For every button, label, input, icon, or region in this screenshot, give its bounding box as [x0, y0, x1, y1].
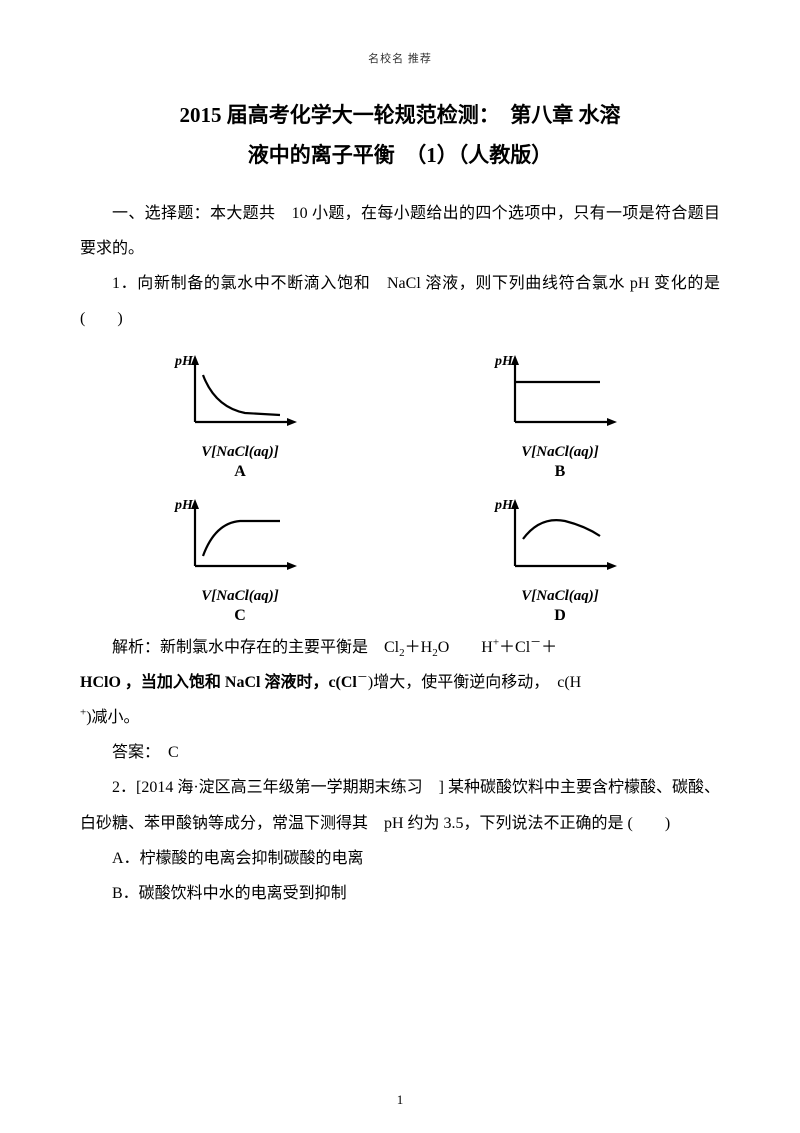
chart-b-label: B: [485, 463, 635, 481]
q1-a-m3: ＋Cl: [499, 639, 530, 656]
chart-a-label: A: [165, 463, 315, 481]
q1-analysis: 解析：新制氯水中存在的主要平衡是 Cl2＋H2O H+＋Cl－＋: [80, 630, 720, 665]
q1-a2-pre: HClO ，当加入饱和 NaCl 溶液时，c(Cl: [80, 674, 357, 691]
q1-a-m4: ＋: [541, 639, 557, 656]
q1-a2-mid: )增大，使平衡逆向移动， c(H: [368, 674, 581, 691]
charts-row-2: pH V[NaCl(aq)] C pH V[NaCl(aq)] D: [80, 491, 720, 625]
chart-d-label: D: [485, 607, 635, 625]
document-title: 2015 届高考化学大一轮规范检测： 第八章 水溶 液中的离子平衡 （1）（人教…: [80, 96, 720, 176]
chart-b-svg: pH: [485, 347, 635, 447]
q1-a2-end: )减小。: [86, 709, 139, 726]
q1-analysis-line2: HClO ，当加入饱和 NaCl 溶液时，c(Cl－)增大，使平衡逆向移动， c…: [80, 665, 720, 700]
q1-a-m1: ＋H: [405, 639, 433, 656]
q2-option-b: B．碳酸饮料中水的电离受到抑制: [80, 876, 720, 911]
q1-analysis-pre: 解析：新制氯水中存在的主要平衡是 Cl: [112, 639, 399, 656]
svg-text:pH: pH: [174, 354, 194, 369]
chart-c: pH V[NaCl(aq)] C: [165, 491, 315, 625]
page-number: 1: [0, 1092, 800, 1108]
q1-a-m2: O H: [438, 639, 493, 656]
charts-row-1: pH V[NaCl(aq)] A pH V[NaCl(aq)] B: [80, 347, 720, 481]
q1-answer: 答案： C: [80, 735, 720, 770]
q2-option-a: A．柠檬酸的电离会抑制碳酸的电离: [80, 841, 720, 876]
svg-text:pH: pH: [494, 498, 514, 513]
title-line-1: 2015 届高考化学大一轮规范检测： 第八章 水溶: [180, 103, 621, 127]
chart-b: pH V[NaCl(aq)] B: [485, 347, 635, 481]
chart-c-svg: pH: [165, 491, 315, 591]
svg-text:pH: pH: [174, 498, 194, 513]
question-1-text: 1．向新制备的氯水中不断滴入饱和 NaCl 溶液，则下列曲线符合氯水 pH 变化…: [80, 266, 720, 336]
q1-analysis-line3: +)减小。: [80, 700, 720, 735]
chart-c-label: C: [165, 607, 315, 625]
chart-d-svg: pH: [485, 491, 635, 591]
chart-d: pH V[NaCl(aq)] D: [485, 491, 635, 625]
svg-text:pH: pH: [494, 354, 514, 369]
question-2-text: 2．[2014 海·淀区高三年级第一学期期末练习 ] 某种碳酸饮料中主要含柠檬酸…: [80, 770, 720, 840]
chart-a-svg: pH: [165, 347, 315, 447]
header-watermark: 名校名 推荐: [80, 50, 720, 66]
section-intro: 一、选择题：本大题共 10 小题，在每小题给出的四个选项中，只有一项是符合题目要…: [80, 196, 720, 266]
chart-a: pH V[NaCl(aq)] A: [165, 347, 315, 481]
title-line-2: 液中的离子平衡 （1）（人教版）: [248, 143, 553, 167]
